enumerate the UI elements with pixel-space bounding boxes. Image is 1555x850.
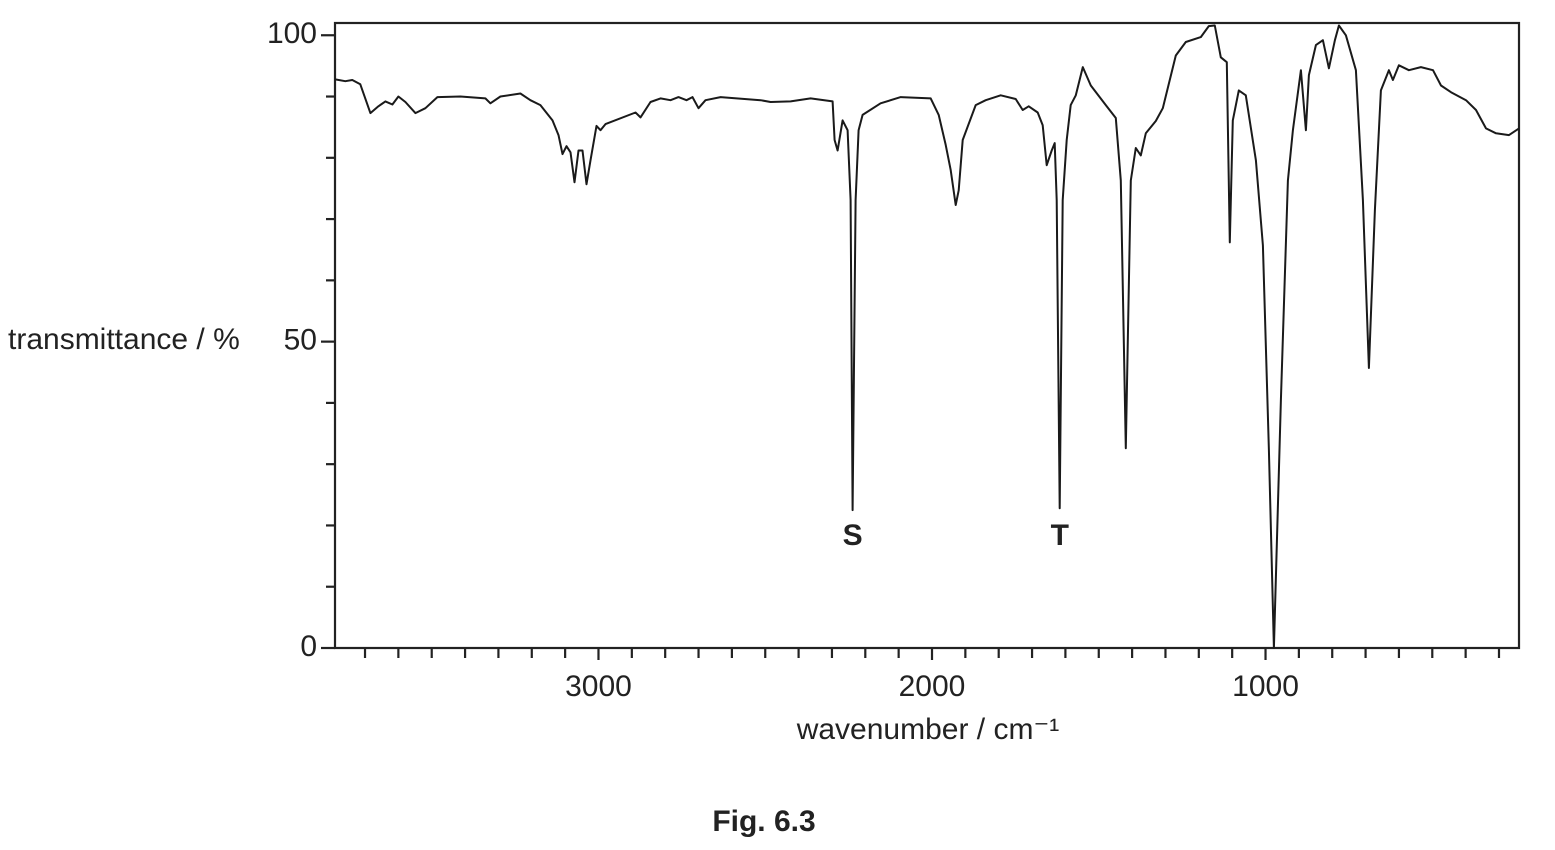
spectrum-line	[335, 24, 1520, 649]
y-axis-label: transmittance / %	[8, 323, 240, 356]
caption: Fig. 6.3	[712, 805, 815, 838]
peak-annotation: T	[1051, 519, 1069, 552]
x-tick-label: 2000	[899, 670, 966, 703]
y-tick-label: 100	[267, 17, 317, 50]
y-tick-label: 0	[300, 630, 317, 663]
peak-annotation: S	[843, 519, 863, 552]
x-axis-label: wavenumber / cm⁻¹	[796, 713, 1060, 746]
x-tick-label: 3000	[565, 670, 632, 703]
x-tick-label: 1000	[1232, 670, 1299, 703]
y-tick-label: 50	[284, 324, 317, 357]
plot-frame	[333, 21, 1521, 650]
